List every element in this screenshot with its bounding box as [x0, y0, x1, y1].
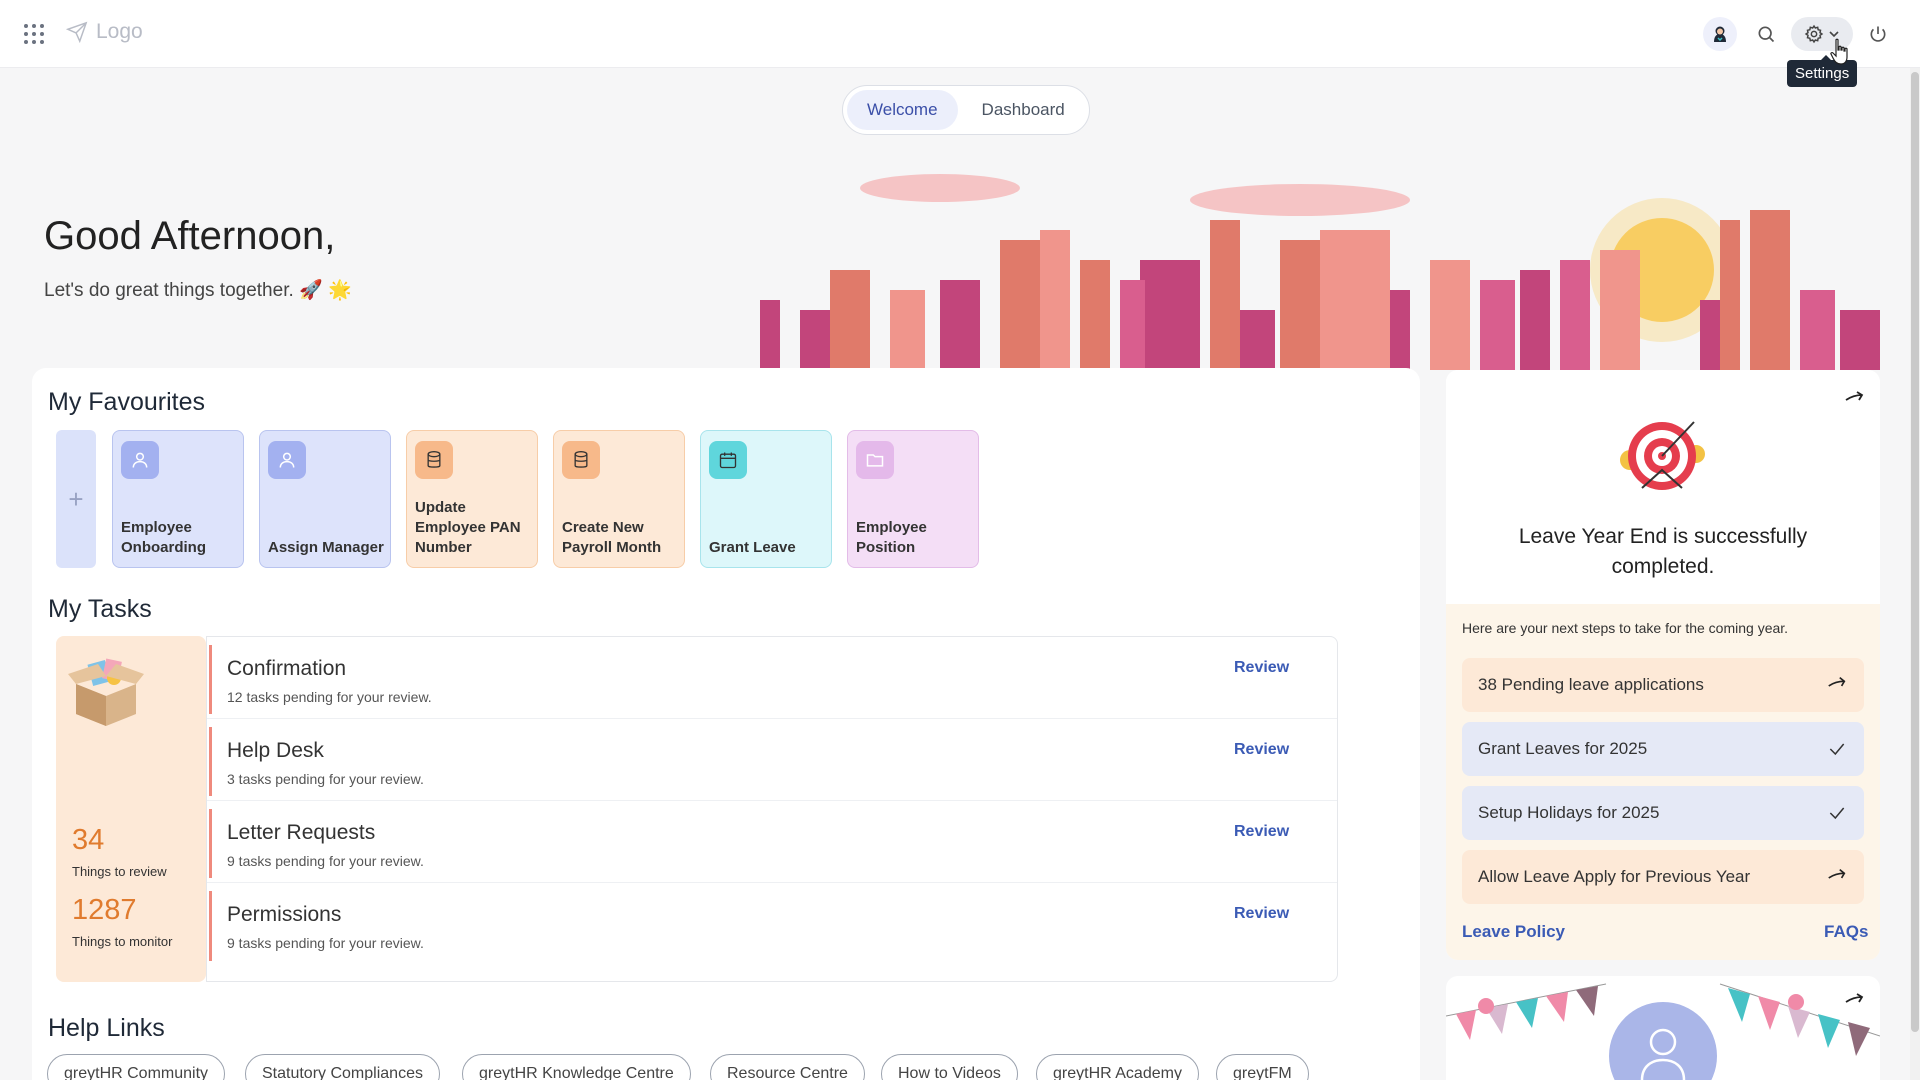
- check-icon: [1826, 738, 1848, 760]
- add-favourite-button[interactable]: +: [56, 430, 96, 568]
- top-bar: Logo: [0, 0, 1920, 68]
- favourite-create-payroll-month[interactable]: Create New Payroll Month: [553, 430, 685, 568]
- favourite-assign-manager[interactable]: Assign Manager: [259, 430, 391, 568]
- greeting-subtitle: Let's do great things together. 🚀 🌟: [44, 280, 352, 301]
- card-headline: Leave Year End is successfully completed…: [1518, 525, 1808, 578]
- task-subtitle: 9 tasks pending for your review.: [227, 935, 424, 951]
- task-title: Permissions: [227, 903, 342, 926]
- app-grid-icon[interactable]: [24, 24, 44, 44]
- expand-arrow-icon[interactable]: [1842, 990, 1866, 1014]
- step-label: Allow Leave Apply for Previous Year: [1478, 867, 1751, 886]
- review-label: Things to review: [72, 864, 167, 879]
- folder-icon: [856, 441, 894, 479]
- target-icon: [1620, 421, 1705, 490]
- task-subtitle: 3 tasks pending for your review.: [227, 771, 424, 787]
- leave-policy-link[interactable]: Leave Policy: [1462, 922, 1566, 941]
- steps-intro: Here are your next steps to take for the…: [1462, 620, 1789, 636]
- help-link-chip[interactable]: greytFM: [1216, 1054, 1309, 1080]
- monitor-label: Things to monitor: [72, 934, 173, 949]
- power-icon: [1870, 26, 1886, 42]
- database-icon: [562, 441, 600, 479]
- task-row: Confirmation 12 tasks pending for your r…: [207, 637, 1337, 719]
- help-link-chip[interactable]: Resource Centre: [710, 1054, 865, 1080]
- review-link[interactable]: Review: [1234, 741, 1290, 758]
- tab-welcome[interactable]: Welcome: [847, 90, 958, 130]
- bunting-illustration: [1446, 983, 1880, 1080]
- greeting-title: Good Afternoon,: [44, 214, 336, 258]
- task-subtitle: 12 tasks pending for your review.: [227, 689, 432, 705]
- tasks-list: Confirmation 12 tasks pending for your r…: [206, 636, 1338, 982]
- favourite-label: Assign Manager: [268, 539, 384, 556]
- logout-button[interactable]: [1861, 17, 1895, 51]
- view-tabs: Welcome Dashboard: [842, 85, 1090, 135]
- help-links-title: Help Links: [48, 1014, 165, 1042]
- task-row: Letter Requests 9 tasks pending for your…: [207, 801, 1337, 883]
- step-label: 38 Pending leave applications: [1478, 675, 1704, 694]
- help-link-chip[interactable]: greytHR Academy: [1036, 1054, 1199, 1080]
- task-subtitle: 9 tasks pending for your review.: [227, 853, 424, 869]
- review-link[interactable]: Review: [1234, 659, 1290, 676]
- tab-dashboard[interactable]: Dashboard: [981, 100, 1065, 119]
- step-setup-holidays[interactable]: Setup Holidays for 2025: [1462, 786, 1864, 840]
- help-link-chip[interactable]: greytHR Knowledge Centre: [462, 1054, 691, 1080]
- task-row: Help Desk 3 tasks pending for your revie…: [207, 719, 1337, 801]
- task-title: Letter Requests: [227, 821, 376, 844]
- favourites-title: My Favourites: [48, 388, 205, 416]
- favourite-label: Grant Leave: [709, 539, 796, 556]
- settings-button[interactable]: [1791, 17, 1853, 51]
- calendar-icon: [709, 441, 747, 479]
- help-link-chip[interactable]: greytHR Community: [47, 1054, 226, 1080]
- step-label: Setup Holidays for 2025: [1478, 803, 1660, 822]
- favourite-label: Create New Payroll Month: [562, 519, 662, 556]
- user-avatar-button[interactable]: [1703, 17, 1737, 51]
- favourite-employee-onboarding[interactable]: Employee Onboarding: [112, 430, 244, 568]
- favourite-label: Employee Position: [856, 519, 927, 556]
- mouse-cursor-icon: [1830, 38, 1848, 65]
- city-skyline-illustration: [760, 174, 1880, 370]
- arrow-icon: [1826, 866, 1848, 888]
- review-count: 34: [72, 824, 105, 856]
- tasks-title: My Tasks: [48, 595, 152, 623]
- task-row: Permissions 9 tasks pending for your rev…: [207, 883, 1337, 965]
- gear-icon: [1804, 24, 1824, 44]
- page-scrollbar-thumb[interactable]: [1911, 72, 1919, 1032]
- arrow-icon: [1826, 674, 1848, 696]
- open-box-icon: [68, 658, 144, 726]
- celebration-card: [1446, 976, 1880, 1080]
- chevron-down-icon: [1829, 31, 1839, 38]
- search-icon: [1758, 26, 1775, 43]
- task-title: Help Desk: [227, 739, 324, 762]
- logo-text: Logo: [96, 20, 143, 43]
- search-button[interactable]: [1749, 17, 1783, 51]
- leave-year-end-card: Leave Year End is successfully completed…: [1446, 370, 1880, 960]
- task-title: Confirmation: [227, 657, 347, 680]
- monitor-count: 1287: [72, 894, 137, 926]
- user-icon: [268, 441, 306, 479]
- step-pending-leave-applications[interactable]: 38 Pending leave applications: [1462, 658, 1864, 712]
- favourite-label: Update Employee PAN Number: [415, 499, 521, 556]
- review-link[interactable]: Review: [1234, 823, 1290, 840]
- favourite-employee-position[interactable]: Employee Position: [847, 430, 979, 568]
- favourite-update-pan[interactable]: Update Employee PAN Number: [406, 430, 538, 568]
- faqs-link[interactable]: FAQs: [1824, 922, 1869, 941]
- settings-tooltip: Settings: [1787, 55, 1858, 87]
- check-icon: [1826, 802, 1848, 824]
- database-icon: [415, 441, 453, 479]
- step-allow-leave-previous-year[interactable]: Allow Leave Apply for Previous Year: [1462, 850, 1864, 904]
- step-label: Grant Leaves for 2025: [1478, 739, 1648, 758]
- avatar-icon: [1709, 23, 1731, 45]
- favourite-grant-leave[interactable]: Grant Leave: [700, 430, 832, 568]
- review-link[interactable]: Review: [1234, 905, 1290, 922]
- help-link-chip[interactable]: How to Videos: [881, 1054, 1018, 1080]
- step-grant-leaves[interactable]: Grant Leaves for 2025: [1462, 722, 1864, 776]
- help-link-chip[interactable]: Statutory Compliances: [245, 1054, 440, 1080]
- logo[interactable]: Logo: [66, 20, 143, 44]
- expand-arrow-icon[interactable]: [1842, 388, 1866, 412]
- tasks-summary: 34 Things to review 1287 Things to monit…: [56, 636, 206, 982]
- paper-plane-icon: [66, 21, 88, 43]
- user-icon: [121, 441, 159, 479]
- favourite-label: Employee Onboarding: [121, 519, 206, 556]
